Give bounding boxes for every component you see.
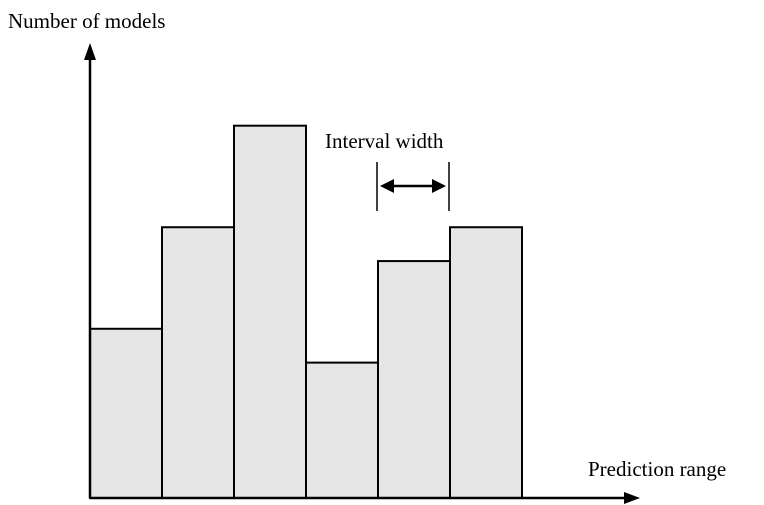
histogram-bar-6 [449,226,523,499]
y-axis-arrowhead [84,43,96,60]
y-axis-label: Number of models [8,9,165,33]
x-axis-arrowhead [624,492,640,504]
interval-arrowhead-right [432,179,446,193]
histogram-bar-3 [233,124,307,499]
interval-width-annotation: Interval width [325,129,450,211]
bars-group [89,124,523,500]
histogram-bar-5 [377,260,451,500]
x-axis-label: Prediction range [588,457,726,481]
histogram-bar-1 [89,327,163,499]
interval-arrowhead-left [380,179,394,193]
histogram-bar-4 [305,361,379,499]
interval-width-label: Interval width [325,129,444,153]
histogram-bar-2 [161,226,235,499]
